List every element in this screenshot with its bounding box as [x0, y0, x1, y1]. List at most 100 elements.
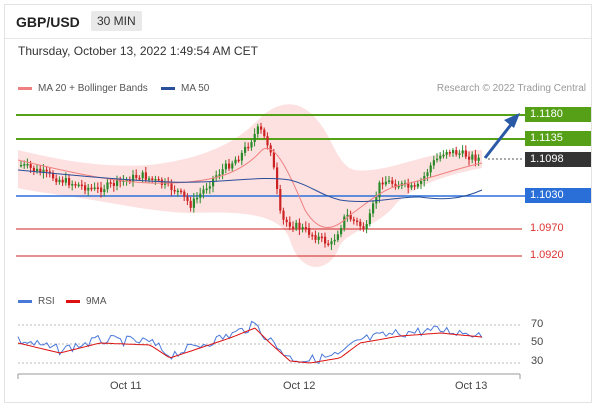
- candle-body: [112, 182, 115, 186]
- candle-body: [237, 159, 240, 162]
- candle-body: [308, 227, 311, 235]
- candle-body: [471, 154, 474, 160]
- candle-body: [442, 154, 445, 157]
- candle-body: [100, 187, 103, 193]
- candle-body: [125, 179, 128, 182]
- candle-body: [199, 193, 202, 198]
- price-label-1030: 1.1030: [525, 188, 591, 203]
- candle-body: [288, 222, 291, 227]
- candle-body: [317, 236, 320, 240]
- price-label-1135: 1.1135: [525, 131, 591, 146]
- candle-body: [151, 178, 154, 180]
- price-label-1098: 1.1098: [525, 152, 591, 167]
- ma50-line: [17, 169, 483, 203]
- candle-body: [439, 155, 442, 159]
- candle-body: [132, 174, 135, 182]
- legend-ma50: MA 50: [161, 83, 209, 94]
- rsi-9ma-line: [17, 327, 483, 364]
- candle-body: [26, 164, 29, 166]
- legend-ma20: MA 20 + Bollinger Bands: [18, 83, 148, 94]
- candle-body: [20, 164, 23, 167]
- forecast-arrowhead: [504, 113, 520, 128]
- candle-body: [292, 226, 295, 229]
- candle-body: [474, 154, 477, 161]
- candle-body: [48, 171, 51, 174]
- legend-9ma: 9MA: [66, 296, 107, 307]
- candle-body: [436, 158, 439, 161]
- candle-body: [381, 182, 384, 185]
- candle-body: [74, 184, 77, 186]
- candle-body: [154, 179, 157, 181]
- legend-swatch-9ma: [66, 299, 80, 303]
- price-label-1180: 1.1180: [525, 107, 591, 122]
- candle-body: [23, 164, 26, 166]
- candle-body: [244, 146, 247, 153]
- candle-body: [189, 200, 192, 208]
- candle-body: [176, 190, 179, 193]
- candle-body: [282, 210, 285, 220]
- candle-body: [372, 203, 375, 214]
- legend-ma50-label: MA 50: [181, 83, 210, 94]
- candle-body: [29, 164, 32, 168]
- candle-body: [458, 153, 461, 155]
- candle-body: [116, 179, 119, 186]
- candle-body: [314, 235, 317, 240]
- widget-frame: [4, 4, 592, 403]
- price-label-0920: 1.0920: [530, 249, 564, 261]
- level-lines: [16, 114, 591, 257]
- x-tick-oct12: Oct 12: [283, 380, 316, 392]
- legend-swatch-ma20: [18, 86, 32, 90]
- candle-body: [391, 180, 394, 184]
- candle-body: [173, 189, 176, 192]
- legend-9ma-label: 9MA: [86, 296, 107, 307]
- candle-body: [336, 234, 339, 240]
- ma20-line: [17, 147, 483, 228]
- candle-body: [157, 179, 160, 181]
- timeframe-badge[interactable]: 30 MIN: [91, 11, 142, 31]
- candle-body: [455, 150, 458, 155]
- header: GBP/USD 30 MIN: [5, 5, 591, 39]
- candle-body: [429, 165, 432, 173]
- candle-body: [55, 178, 58, 183]
- rsi-axis-50: 50: [531, 336, 544, 348]
- candle-body: [266, 136, 269, 146]
- candle-body: [330, 241, 333, 245]
- rsi-axis-70: 70: [531, 318, 544, 330]
- candle-body: [77, 184, 80, 187]
- candle-body: [272, 152, 275, 168]
- candle-body: [388, 180, 391, 182]
- candle-body: [52, 173, 55, 179]
- candle-body: [240, 152, 243, 161]
- candle-body: [215, 175, 218, 179]
- legend-swatch-rsi: [18, 299, 32, 303]
- candle-body: [368, 213, 371, 225]
- candle-body: [135, 174, 138, 178]
- candle-body: [359, 221, 362, 227]
- candle-body: [196, 197, 199, 200]
- candle-body: [192, 198, 195, 208]
- candle-body: [224, 163, 227, 170]
- candle-body: [228, 163, 231, 169]
- candle-body: [301, 227, 304, 230]
- candle-body: [32, 167, 35, 172]
- candle-body: [61, 179, 64, 183]
- candle-body: [263, 129, 266, 137]
- candle-body: [93, 187, 96, 189]
- candle-body: [384, 181, 387, 185]
- candle-body: [407, 182, 410, 188]
- candle-body: [362, 226, 365, 230]
- candle-body: [256, 126, 259, 134]
- candle-body: [183, 191, 186, 197]
- candle-body: [186, 196, 189, 201]
- candle-body: [109, 182, 112, 184]
- candle-body: [349, 214, 352, 220]
- candle-body: [141, 172, 144, 179]
- candle-body: [426, 172, 429, 177]
- x-tick-oct13: Oct 13: [455, 380, 488, 392]
- legend-rsi-label: RSI: [38, 296, 55, 307]
- candle-body: [96, 187, 99, 189]
- rsi-line: [17, 320, 483, 365]
- candle-body: [80, 184, 83, 187]
- candle-body: [253, 133, 256, 143]
